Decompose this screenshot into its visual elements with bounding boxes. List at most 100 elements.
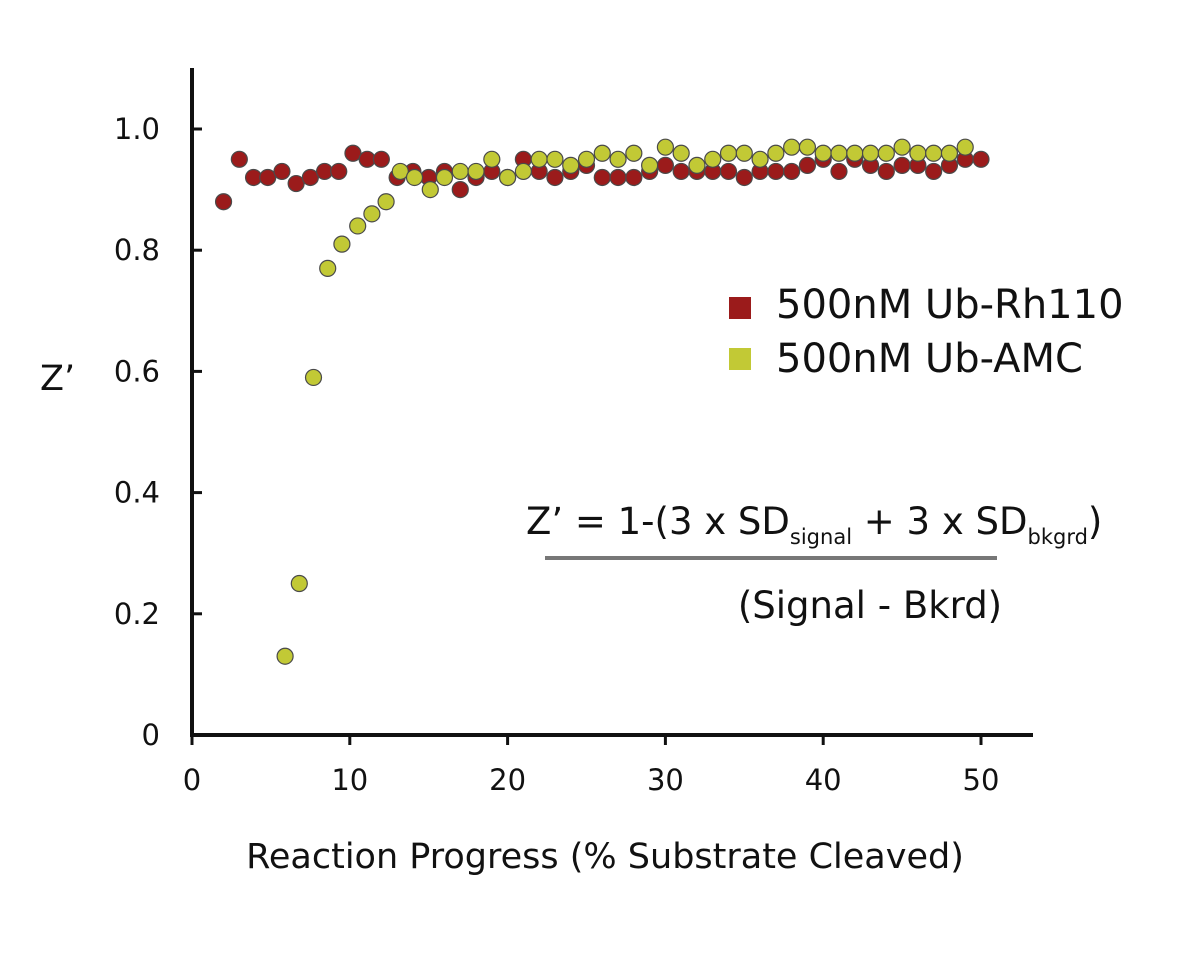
data-point [276,647,294,665]
data-point [514,162,532,181]
y-tick-label: 0.6 [114,354,160,388]
data-point [767,144,785,162]
x-ticks: 0 10 20 30 40 50 [183,735,1000,797]
data-point [319,259,337,277]
formula-sub-bkgrd: bkgrd [1028,525,1088,549]
data-point [798,138,817,156]
formula-rhs: ) [1088,500,1102,543]
data-point [358,150,376,168]
data-point [273,162,291,181]
data-point [656,156,675,174]
data-point [244,168,263,187]
data-point [363,205,381,223]
data-point [304,368,323,387]
data-point [546,168,564,187]
x-tick-label: 30 [647,763,684,797]
data-point [301,168,319,187]
formula-lhs: Z’ = 1-(3 x SD [526,500,790,543]
data-point [940,144,959,162]
data-point [483,150,501,168]
data-point [259,168,277,187]
data-point [846,144,864,162]
data-point [405,168,424,187]
data-point [467,162,485,181]
data-point [767,162,785,181]
data-point [893,138,911,156]
legend: 500nM Ub-Rh110 500nM Ub-AMC [729,282,1124,382]
data-point [625,144,643,162]
data-point [333,235,351,253]
data-point [956,138,974,156]
data-point [861,144,880,162]
data-point [909,144,927,162]
x-tick-label: 20 [489,763,526,797]
data-point [625,168,643,187]
data-point [656,138,675,156]
data-point [704,150,722,168]
data-point [435,168,454,187]
y-ticks: 0 0.2 0.4 0.6 0.8 1.0 [114,112,202,752]
data-point [877,162,895,181]
data-point [735,144,753,162]
data-point [925,162,943,181]
data-point [609,150,627,168]
data-point [377,193,395,211]
legend-swatch-amc [729,348,751,370]
x-tick-label: 40 [805,763,842,797]
data-point [290,574,308,593]
data-point [925,144,943,162]
y-axis-title: Z’ [40,359,75,399]
x-tick-label: 50 [963,763,1000,797]
data-point [830,144,848,162]
axes [190,68,1033,737]
data-point [783,138,801,156]
data-point [499,168,517,187]
data-point [893,156,911,174]
y-tick-label: 1.0 [114,112,160,146]
formula-numerator: Z’ = 1-(3 x SDsignal + 3 x SDbkgrd) [526,500,1102,549]
y-tick-label: 0.4 [114,476,160,510]
x-axis-title: Reaction Progress (% Substrate Cleaved) [246,837,964,877]
data-point [530,150,548,168]
data-point [451,181,469,199]
formula-denominator: (Signal - Bkrd) [738,584,1002,627]
legend-swatch-rh110 [729,297,751,319]
z-prime-formula: Z’ = 1-(3 x SDsignal + 3 x SDbkgrd) (Sig… [526,500,1102,627]
data-point [830,162,848,181]
data-point [751,150,769,168]
formula-mid: + 3 x SD [852,500,1027,543]
x-tick-label: 0 [183,763,201,797]
data-point [609,168,627,187]
data-point [421,181,439,199]
data-point [577,150,596,168]
x-tick-label: 10 [331,763,368,797]
formula-sub-signal: signal [790,525,852,549]
data-point [562,156,580,174]
data-point [349,217,367,235]
legend-label-rh110: 500nM Ub-Rh110 [776,282,1124,328]
data-point [672,162,690,181]
data-point [783,162,801,181]
data-point [798,156,817,174]
y-tick-label: 0.8 [114,233,160,267]
data-point [814,144,832,162]
data-point [315,162,334,181]
y-tick-label: 0.2 [114,597,160,631]
data-point [593,144,611,162]
data-point [546,150,564,168]
data-point [641,156,659,174]
data-point [287,174,305,193]
data-point [877,144,895,162]
data-point [451,162,469,181]
data-point [672,144,690,162]
data-point [214,193,233,211]
data-point [593,168,611,187]
data-point [688,156,706,174]
data-point [330,162,348,181]
data-points [214,138,990,665]
data-point [719,162,738,181]
legend-label-amc: 500nM Ub-AMC [776,336,1083,382]
data-point [972,150,990,168]
data-point [344,144,362,162]
